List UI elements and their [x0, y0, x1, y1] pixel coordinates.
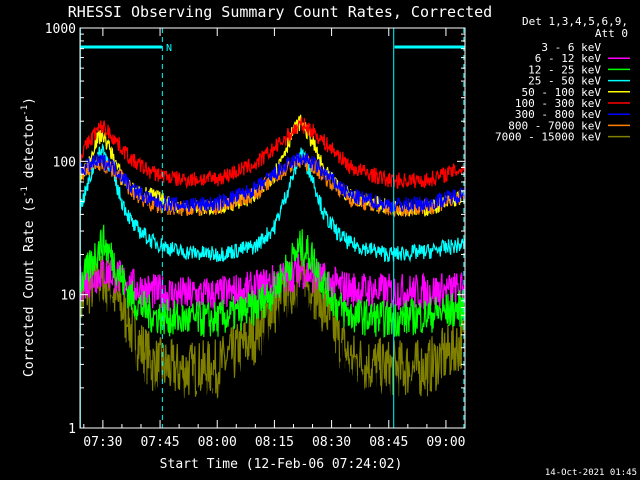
- x-tick-label: 08:15: [255, 435, 294, 450]
- x-tick-label: 09:00: [426, 435, 465, 450]
- x-tick-label: 07:45: [140, 435, 179, 450]
- y-axis-label: Corrected Count Rate (s-1 detector-1): [20, 97, 37, 377]
- series-line-12-25-kev: [79, 224, 466, 338]
- legend-header: Att 0: [595, 27, 628, 40]
- y-tick-label: 100: [53, 155, 76, 170]
- footer-timestamp: 14-Oct-2021 01:45: [545, 468, 637, 478]
- x-tick-label: 07:30: [83, 435, 122, 450]
- legend-label: 800 - 7000 keV: [508, 119, 601, 132]
- legend-label: 12 - 25 keV: [528, 63, 601, 76]
- y-tick-label: 1000: [45, 22, 76, 37]
- axes: 07:30 07:45 08:00 08:15 08:30 08:45 09:00 1 10 10…: [45, 22, 466, 450]
- legend-label: 50 - 100 keV: [522, 86, 602, 99]
- series-line-25-50-kev: [79, 142, 466, 263]
- legend-label: 25 - 50 keV: [528, 75, 601, 88]
- legend-label: 3 - 6 keV: [541, 41, 601, 54]
- flag-label: N: [166, 43, 172, 54]
- legend-label: 100 - 300 keV: [515, 97, 601, 110]
- series-line-300-800-kev: [79, 153, 466, 213]
- x-tick-label: 08:45: [369, 435, 408, 450]
- chart-title: RHESSI Observing Summary Count Rates, Co…: [68, 3, 492, 21]
- series-line-100-300-kev: [79, 116, 466, 190]
- plot-frame: [79, 27, 466, 429]
- legend-label: 7000 - 15000 keV: [495, 131, 601, 144]
- y-tick-label: 1: [68, 422, 76, 437]
- legend-label: 6 - 12 keV: [535, 52, 602, 65]
- x-axis-label: Start Time (12-Feb-06 07:24:02): [160, 457, 403, 472]
- x-tick-label: 08:00: [198, 435, 237, 450]
- y-tick-label: 10: [60, 289, 76, 304]
- legend-label: 300 - 800 keV: [515, 108, 601, 121]
- legend-header: Det 1,3,4,5,6,9,: [522, 15, 628, 28]
- x-tick-label: 08:30: [312, 435, 351, 450]
